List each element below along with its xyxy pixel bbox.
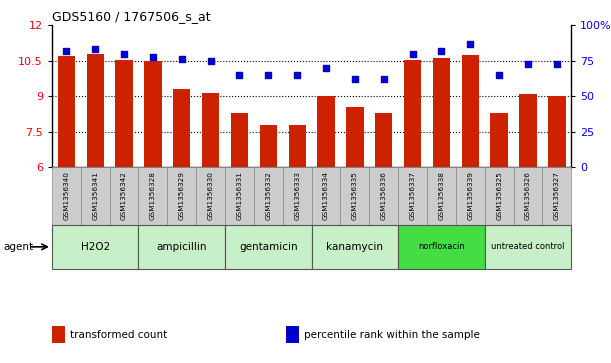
Bar (369, 167, 398, 225)
Bar (87, 54, 104, 167)
Text: GSM1356325: GSM1356325 (496, 172, 502, 220)
Point (292, 72, 302, 78)
Bar (144, 61, 161, 167)
Bar (57, 56, 75, 167)
Bar (52, 167, 81, 225)
Text: GSM1356333: GSM1356333 (294, 172, 300, 220)
Bar (139, 167, 167, 225)
Bar (485, 225, 571, 269)
Bar (433, 58, 450, 167)
Bar (225, 167, 254, 225)
Text: GSM1356331: GSM1356331 (236, 172, 243, 220)
Point (523, 61, 533, 66)
Text: GSM1356328: GSM1356328 (150, 172, 156, 220)
Text: kanamycin: kanamycin (326, 242, 383, 252)
Bar (491, 113, 508, 167)
Bar (456, 167, 485, 225)
Text: norfloxacin: norfloxacin (418, 242, 465, 251)
Bar (404, 60, 421, 167)
Point (408, 51, 417, 57)
Text: GSM1356340: GSM1356340 (64, 172, 70, 220)
Bar (548, 96, 566, 167)
Text: GSM1356329: GSM1356329 (179, 172, 185, 220)
Text: GSM1356338: GSM1356338 (439, 172, 444, 220)
Point (62, 48, 71, 54)
Text: percentile rank within the sample: percentile rank within the sample (304, 330, 480, 340)
Text: GSM1356334: GSM1356334 (323, 172, 329, 220)
Bar (398, 167, 427, 225)
Bar (231, 113, 248, 167)
Text: gentamicin: gentamicin (239, 242, 298, 252)
Bar (398, 225, 485, 269)
Text: GSM1356332: GSM1356332 (265, 172, 271, 220)
Bar (288, 125, 306, 167)
Point (235, 72, 244, 78)
Bar (254, 167, 283, 225)
Bar (375, 113, 392, 167)
Bar (52, 326, 65, 343)
Point (494, 72, 504, 78)
Bar (312, 225, 398, 269)
Bar (340, 167, 369, 225)
Text: GSM1356339: GSM1356339 (467, 172, 474, 220)
Text: transformed count: transformed count (70, 330, 167, 340)
Text: untreated control: untreated control (491, 242, 565, 251)
Bar (115, 60, 133, 167)
Point (206, 58, 216, 64)
Text: GDS5160 / 1767506_s_at: GDS5160 / 1767506_s_at (52, 10, 211, 23)
Bar (514, 167, 543, 225)
Bar (317, 96, 335, 167)
Bar (196, 167, 225, 225)
Bar (260, 125, 277, 167)
Bar (485, 167, 514, 225)
Text: GSM1356327: GSM1356327 (554, 172, 560, 220)
Bar (519, 94, 536, 167)
Bar (427, 167, 456, 225)
Point (263, 72, 273, 78)
Point (119, 51, 129, 57)
Text: ampicillin: ampicillin (156, 242, 207, 252)
Point (148, 54, 158, 60)
Point (466, 41, 475, 47)
Point (552, 61, 562, 66)
Bar (225, 225, 312, 269)
Bar (81, 167, 109, 225)
Bar (346, 107, 364, 167)
Bar (167, 167, 196, 225)
Bar (283, 167, 312, 225)
Text: agent: agent (3, 242, 33, 252)
Bar (52, 225, 139, 269)
Point (90, 46, 100, 52)
Text: GSM1356335: GSM1356335 (352, 172, 358, 220)
Text: GSM1356337: GSM1356337 (409, 172, 415, 220)
Point (379, 76, 389, 82)
Bar (109, 167, 139, 225)
Bar (286, 326, 299, 343)
Bar (543, 167, 571, 225)
Bar (173, 89, 191, 167)
Bar (462, 55, 479, 167)
Bar (202, 93, 219, 167)
Point (321, 65, 331, 71)
Point (437, 48, 447, 54)
Point (177, 57, 187, 62)
Text: GSM1356326: GSM1356326 (525, 172, 531, 220)
Point (350, 76, 360, 82)
Bar (312, 167, 340, 225)
Text: GSM1356341: GSM1356341 (92, 172, 98, 220)
Bar (139, 225, 225, 269)
Text: H2O2: H2O2 (81, 242, 110, 252)
Text: GSM1356330: GSM1356330 (208, 172, 214, 220)
Text: GSM1356342: GSM1356342 (121, 172, 127, 220)
Text: GSM1356336: GSM1356336 (381, 172, 387, 220)
